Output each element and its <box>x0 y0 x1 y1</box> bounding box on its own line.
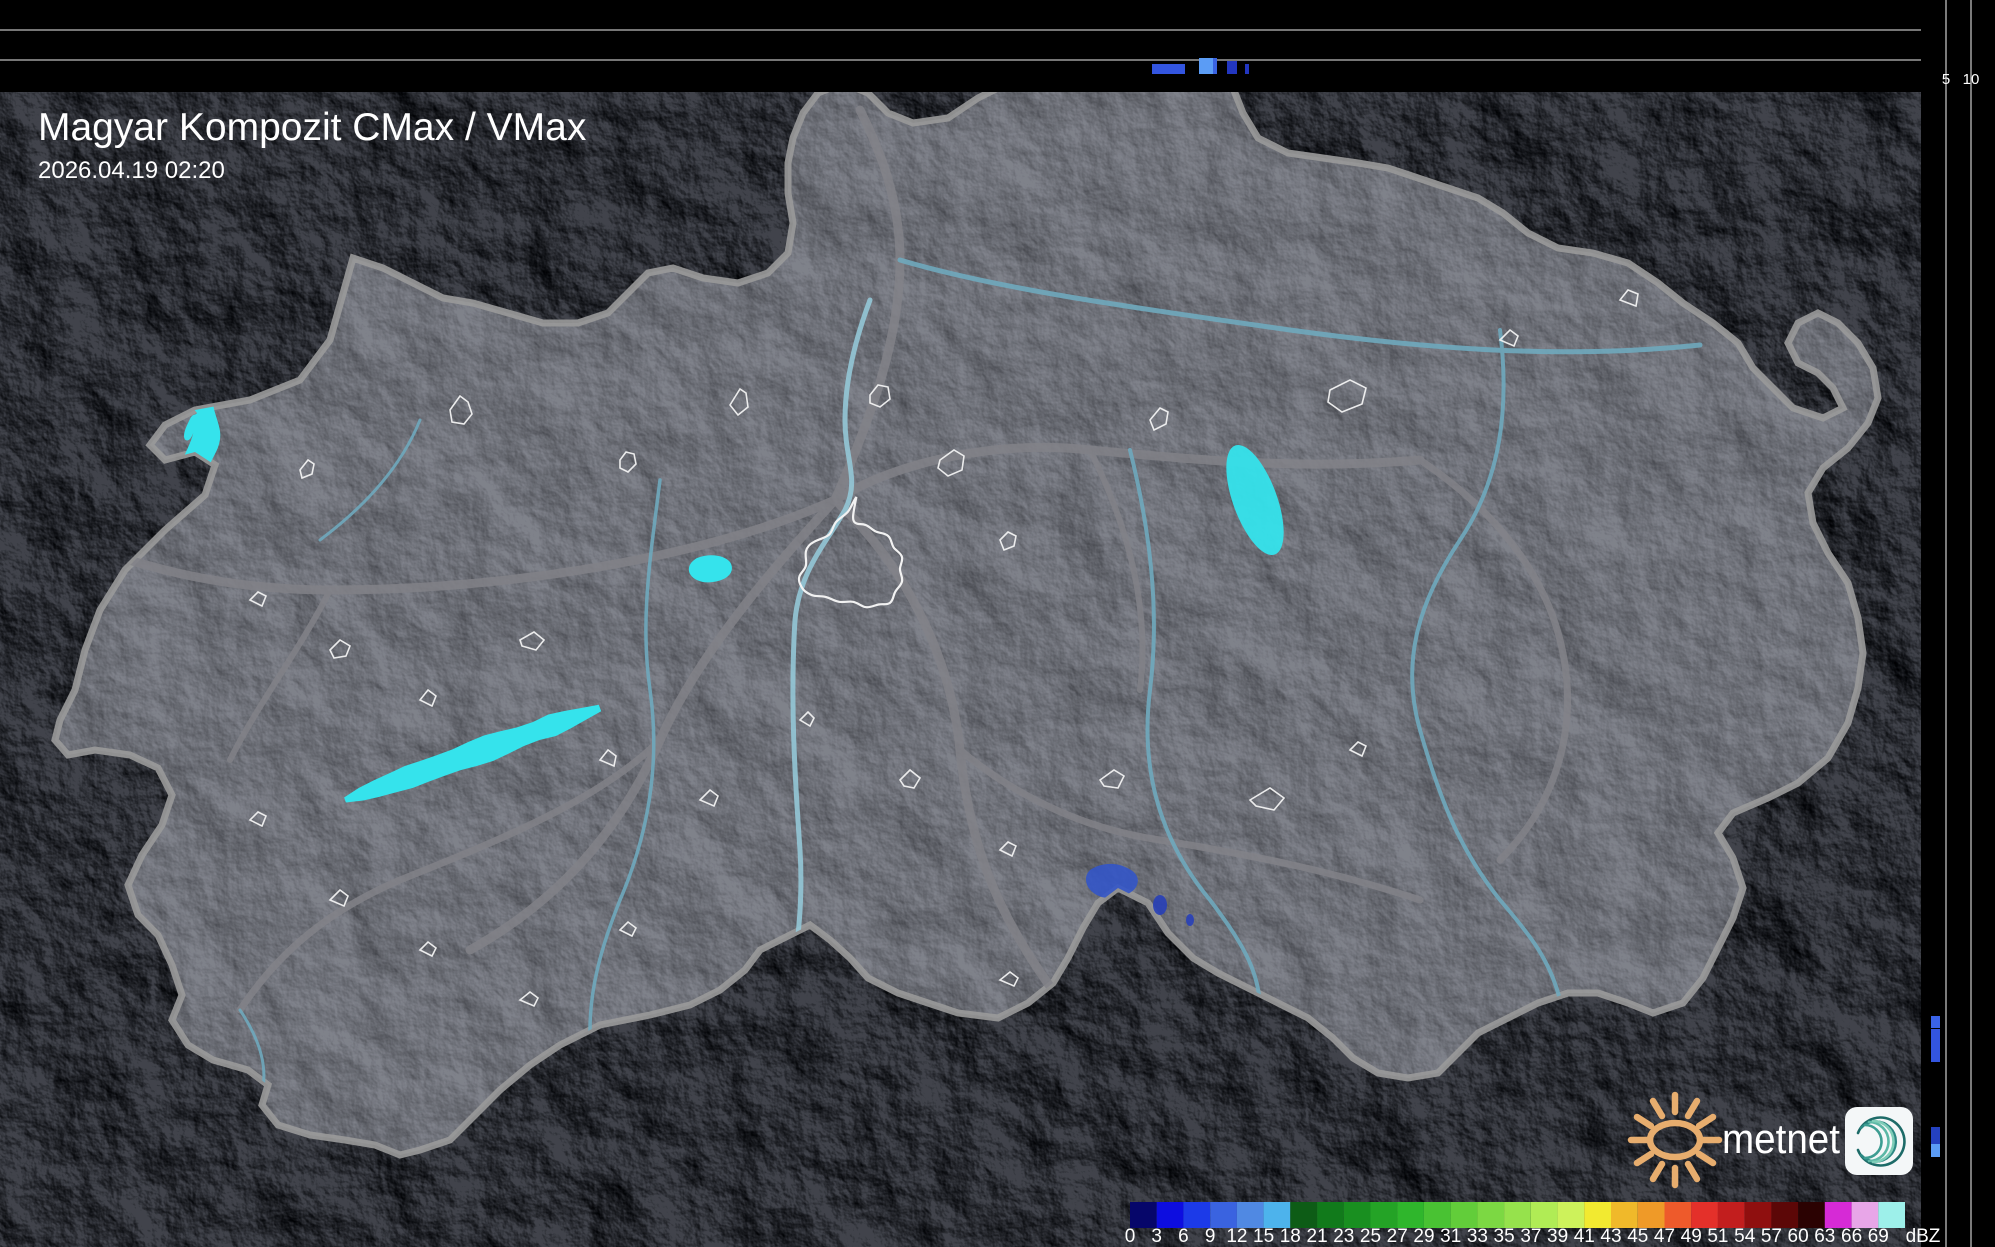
svg-text:41: 41 <box>1574 1226 1595 1247</box>
svg-text:39: 39 <box>1547 1226 1568 1247</box>
svg-text:18: 18 <box>1280 1226 1301 1247</box>
svg-text:Magyar Kompozit CMax / VMax: Magyar Kompozit CMax / VMax <box>38 106 587 149</box>
svg-text:6: 6 <box>1178 1226 1189 1247</box>
svg-text:10: 10 <box>1963 71 1980 88</box>
svg-text:37: 37 <box>1520 1226 1541 1247</box>
svg-text:21: 21 <box>1307 1226 1328 1247</box>
svg-text:metnet: metnet <box>1722 1115 1840 1162</box>
svg-text:45: 45 <box>1627 1226 1648 1247</box>
svg-text:43: 43 <box>1600 1226 1621 1247</box>
svg-text:49: 49 <box>1681 1226 1702 1247</box>
svg-text:60: 60 <box>1788 1226 1809 1247</box>
svg-text:15: 15 <box>1253 1226 1274 1247</box>
svg-text:31: 31 <box>1440 1226 1461 1247</box>
svg-text:25: 25 <box>1360 1226 1381 1247</box>
svg-text:27: 27 <box>1387 1226 1408 1247</box>
svg-text:47: 47 <box>1654 1226 1675 1247</box>
svg-text:54: 54 <box>1734 1226 1756 1247</box>
svg-text:dBZ: dBZ <box>1906 1226 1941 1247</box>
svg-text:63: 63 <box>1814 1226 1835 1247</box>
svg-text:57: 57 <box>1761 1226 1782 1247</box>
svg-text:69: 69 <box>1868 1226 1889 1247</box>
svg-text:35: 35 <box>1494 1226 1515 1247</box>
svg-text:33: 33 <box>1467 1226 1488 1247</box>
svg-text:66: 66 <box>1841 1226 1862 1247</box>
svg-text:9: 9 <box>1205 1226 1216 1247</box>
svg-text:51: 51 <box>1707 1226 1728 1247</box>
svg-text:12: 12 <box>1226 1226 1247 1247</box>
svg-text:29: 29 <box>1413 1226 1434 1247</box>
svg-text:0: 0 <box>1125 1226 1136 1247</box>
svg-text:3: 3 <box>1151 1226 1162 1247</box>
svg-text:2026.04.19 02:20: 2026.04.19 02:20 <box>38 157 225 184</box>
svg-text:5: 5 <box>1942 71 1950 88</box>
svg-text:23: 23 <box>1333 1226 1354 1247</box>
